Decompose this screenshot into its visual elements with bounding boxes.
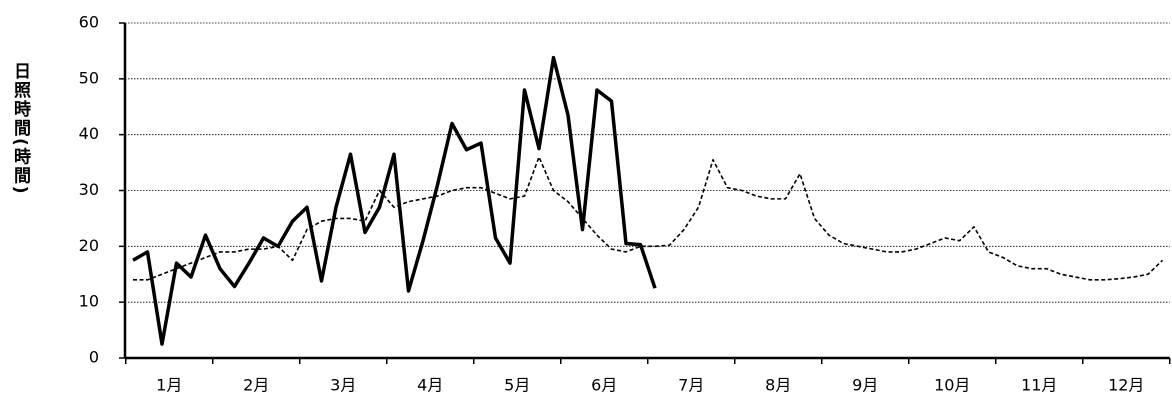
x-tick-label: 7月 (678, 376, 704, 395)
series-line (133, 156, 1164, 281)
x-tick-label: 2月 (243, 376, 269, 395)
x-tick-label: 11月 (1021, 376, 1057, 395)
y-tick-label: 10 (79, 292, 99, 311)
y-tick-label: 30 (79, 180, 99, 199)
x-tick-label: 1月 (156, 376, 182, 395)
y-tick-label: 0 (89, 348, 99, 367)
x-tick-label: 5月 (504, 376, 530, 395)
x-tick-label: 6月 (591, 376, 617, 395)
x-tick-label: 4月 (417, 376, 443, 395)
x-tick-label: 8月 (765, 376, 791, 395)
x-tick-label: 10月 (934, 376, 970, 395)
series-line (132, 55, 657, 346)
x-tick-label: 9月 (852, 376, 878, 395)
y-tick-label: 20 (79, 236, 99, 255)
y-tick-label: 50 (79, 68, 99, 87)
y-tick-label: 40 (79, 124, 99, 143)
x-tick-label: 12月 (1108, 376, 1144, 395)
y-axis-label: 日照時間(時間) (10, 62, 31, 196)
y-tick-label: 60 (79, 13, 99, 32)
x-tick-label: 3月 (330, 376, 356, 395)
